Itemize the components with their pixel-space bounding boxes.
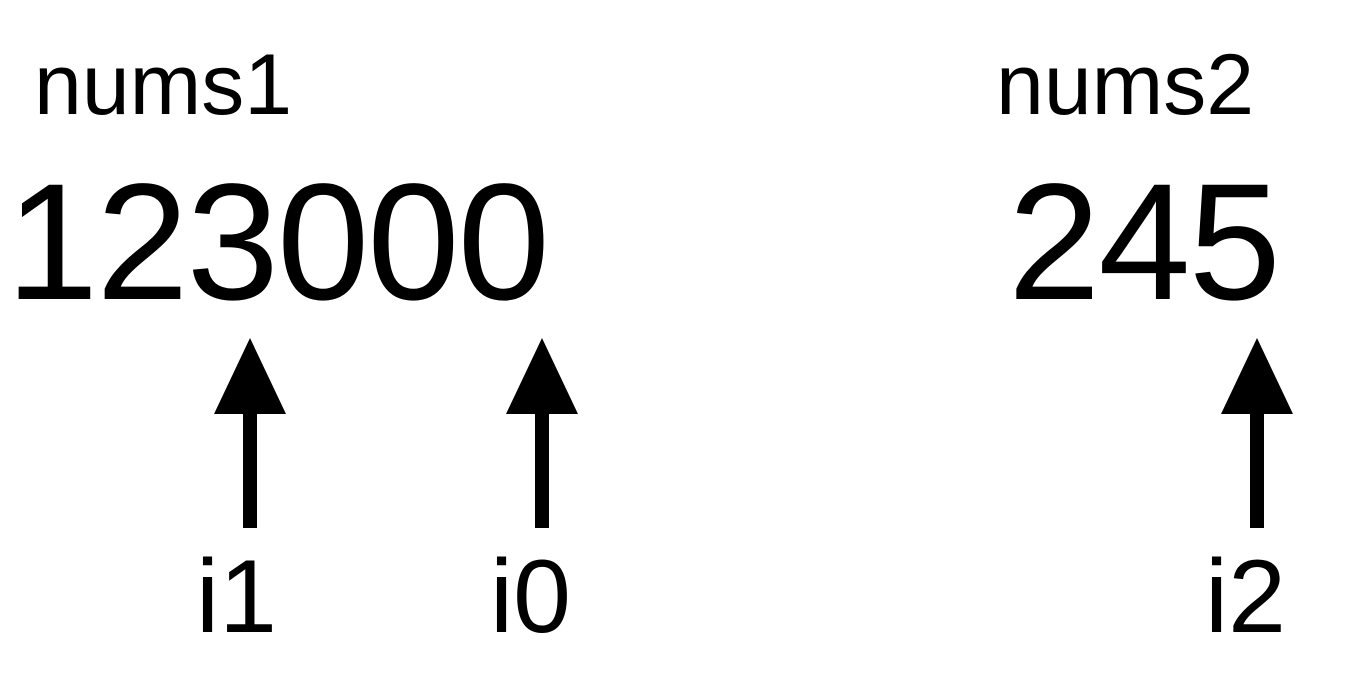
pointer-arrow-i2 (1221, 338, 1293, 528)
nums1-values: 123000 (6, 150, 550, 335)
nums2-label: nums2 (996, 37, 1255, 133)
pointer-arrow-i1 (214, 338, 286, 528)
pointer-label-i0: i0 (490, 539, 571, 655)
pointer-label-i1: i1 (196, 539, 277, 655)
pointer-arrow-i0 (506, 338, 578, 528)
pointer-label-i2: i2 (1205, 539, 1286, 655)
nums2-values: 245 (1008, 150, 1281, 335)
nums1-label: nums1 (34, 37, 293, 133)
